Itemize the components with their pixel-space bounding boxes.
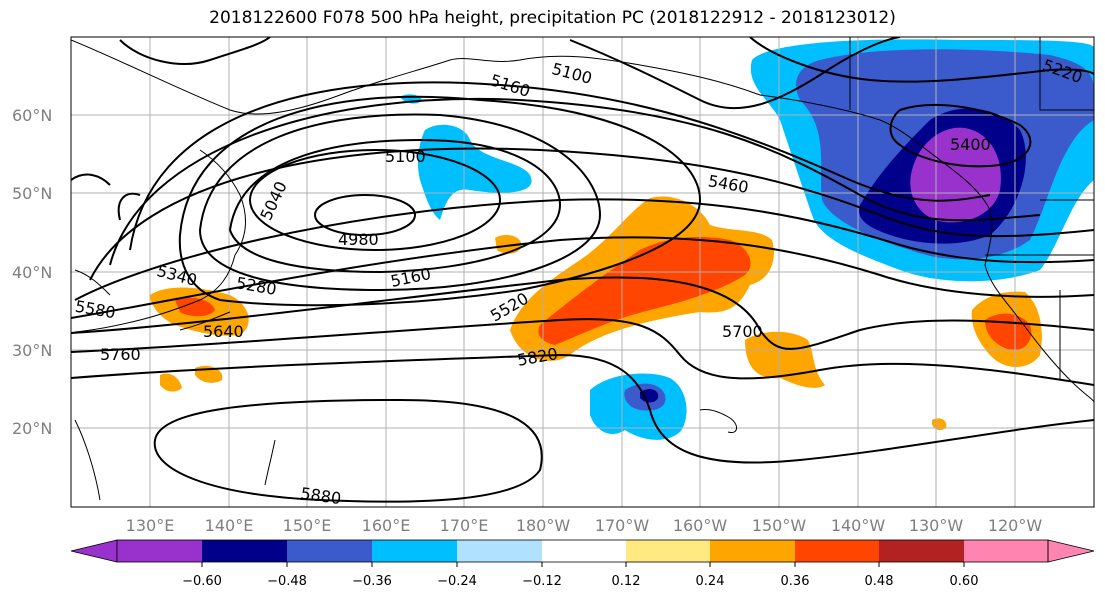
colorbar-tick-label: −0.36 [352, 574, 392, 589]
lon-label: 140°E [205, 516, 254, 535]
height-contours [71, 37, 1094, 503]
contour-5100 [228, 138, 562, 274]
chart-title: 2018122600 F078 500 hPa height, precipit… [209, 8, 896, 28]
lon-label: 160°E [362, 516, 411, 535]
lat-label: 40°N [12, 263, 52, 282]
colorbar-segment [287, 540, 372, 562]
contour-label: 5880 [299, 484, 342, 508]
colorbar-tick-label: −0.48 [267, 574, 307, 589]
contour-label: 5400 [950, 135, 991, 154]
lon-label: 160°W [673, 516, 728, 535]
latitude-labels: 60°N 50°N 40°N 30°N 20°N [12, 106, 52, 438]
colorbar-segment [372, 540, 457, 562]
colorbar-tick-label: 0.60 [950, 574, 979, 589]
lon-label: 130°W [909, 516, 964, 535]
lon-label: 150°E [283, 516, 332, 535]
colorbar-tick-label: −0.24 [437, 574, 477, 589]
colorbar-segment [117, 540, 202, 562]
contour-5040 [249, 149, 501, 251]
contour-5220 [178, 95, 702, 307]
map-frame [70, 36, 1095, 508]
contour-5880 [153, 398, 543, 503]
colorbar-tick-label: 0.36 [781, 574, 810, 589]
contour-label: 4980 [338, 230, 379, 249]
colorbar-segment [710, 540, 795, 562]
lon-label: 140°W [831, 516, 886, 535]
colorbar-tick-label: −0.12 [522, 574, 562, 589]
contour-5160 [198, 113, 602, 292]
colorbar-low-extension [70, 539, 118, 563]
contour-label: 5640 [203, 322, 244, 341]
colorbar-segment [457, 540, 542, 562]
lat-label: 20°N [12, 419, 52, 438]
graticule [71, 37, 1094, 507]
contour-label: 5760 [100, 345, 141, 364]
colorbar: −0.60 −0.48 −0.36 −0.24 −0.12 0.12 0.24 … [70, 539, 1095, 589]
lat-label: 50°N [12, 184, 52, 203]
colorbar-high-extension [1047, 539, 1095, 563]
lon-label: 170°E [440, 516, 489, 535]
colorbar-segment [964, 540, 1048, 562]
lon-label: 130°E [126, 516, 175, 535]
colorbar-segment [542, 540, 626, 562]
colorbar-tick-label: 0.24 [696, 574, 725, 589]
lon-label: 180°W [516, 516, 571, 535]
colorbar-segment [202, 540, 287, 562]
colorbar-tick-label: 0.12 [612, 574, 641, 589]
colorbar-tick-label: 0.48 [865, 574, 894, 589]
colorbar-segment [626, 540, 710, 562]
colorbar-segment [795, 540, 879, 562]
colorbar-segment [879, 540, 964, 562]
contour-label: 5100 [385, 147, 426, 166]
negative-precip-shading [400, 39, 1094, 440]
contour-4980 [314, 194, 416, 236]
longitude-labels: 130°E 140°E 150°E 160°E 170°E 180°W 170°… [126, 516, 1043, 535]
lat-label: 30°N [12, 341, 52, 360]
colorbar-tick-label: −0.60 [182, 574, 222, 589]
lon-label: 120°W [988, 516, 1043, 535]
contour-label: 5700 [722, 322, 763, 341]
lon-label: 150°W [752, 516, 807, 535]
lat-label: 60°N [12, 106, 52, 125]
lon-label: 170°W [595, 516, 650, 535]
